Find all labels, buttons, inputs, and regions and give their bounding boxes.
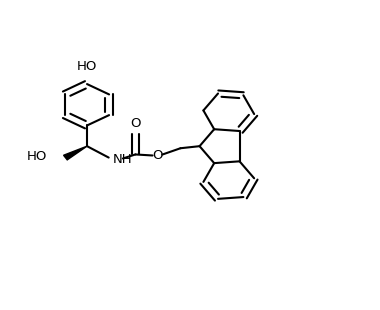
Text: O: O bbox=[152, 149, 162, 162]
Text: O: O bbox=[130, 117, 141, 130]
Text: HO: HO bbox=[27, 150, 48, 163]
Text: NH: NH bbox=[113, 153, 133, 166]
Text: HO: HO bbox=[77, 60, 97, 73]
Polygon shape bbox=[63, 146, 87, 160]
